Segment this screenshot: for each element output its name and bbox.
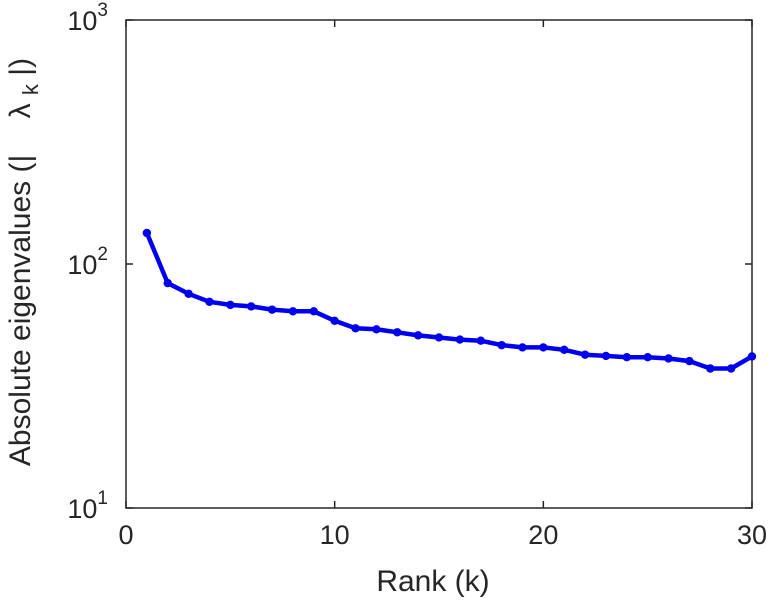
x-axis-ticks: 0 10 20 30	[118, 20, 767, 550]
data-point	[580, 350, 590, 359]
data-point	[330, 316, 339, 326]
data-point	[747, 352, 757, 361]
data-point	[372, 325, 381, 334]
data-point	[560, 345, 569, 355]
y-axis-ticks: 101 102 103	[67, 0, 752, 524]
data-point	[226, 300, 235, 310]
y-axis-label-prefix: Absolute eigenvalues (|	[4, 155, 37, 466]
data-point	[413, 331, 423, 340]
y-axis-label-suffix: |)	[4, 58, 37, 76]
data-point	[455, 335, 465, 344]
y-tick-label: 101	[67, 488, 108, 524]
data-point	[664, 354, 673, 363]
data-point	[309, 307, 318, 316]
data-point	[539, 343, 548, 352]
y-tick-label: 102	[67, 244, 108, 280]
data-point	[393, 328, 402, 337]
y-axis-label-subscript: k	[18, 83, 43, 95]
plot-frame	[125, 19, 753, 509]
data-point	[142, 228, 152, 238]
data-point	[288, 307, 298, 316]
x-axis-label: Rank (k)	[376, 565, 489, 598]
data-point	[643, 352, 652, 362]
data-point	[476, 336, 485, 345]
data-point	[497, 340, 506, 350]
data-point	[726, 364, 736, 373]
plot-box	[125, 19, 753, 509]
y-axis-label: Absolute eigenvalues (| λ k |)	[4, 58, 45, 466]
x-tick-label: 10	[320, 520, 350, 550]
y-axis-label-symbol: λ	[4, 103, 37, 118]
data-point	[351, 324, 360, 333]
data-point	[622, 352, 631, 362]
data-point	[163, 278, 172, 288]
data-point	[184, 289, 193, 298]
series-line	[144, 230, 755, 371]
x-tick-label: 20	[528, 520, 558, 550]
y-tick-label: 103	[67, 0, 108, 36]
data-point	[601, 351, 611, 361]
data-point	[518, 343, 527, 352]
data-point	[434, 333, 444, 342]
data-point	[267, 305, 277, 314]
x-tick-label: 30	[737, 520, 767, 550]
data-point	[205, 297, 214, 306]
series-layer	[142, 228, 757, 373]
x-tick-label: 0	[118, 520, 133, 550]
data-point	[706, 364, 715, 373]
data-point	[685, 356, 694, 366]
data-point	[247, 302, 256, 311]
